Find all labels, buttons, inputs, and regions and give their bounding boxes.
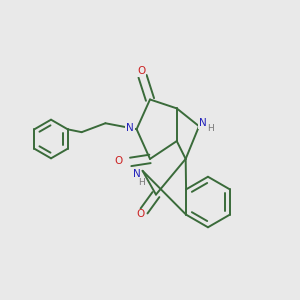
Text: N: N [199, 118, 207, 128]
Text: O: O [136, 209, 145, 220]
Text: N: N [133, 169, 140, 179]
Text: O: O [137, 66, 145, 76]
Text: N: N [126, 123, 134, 133]
Text: H: H [138, 178, 145, 187]
Text: O: O [115, 156, 123, 166]
Text: H: H [207, 124, 214, 133]
